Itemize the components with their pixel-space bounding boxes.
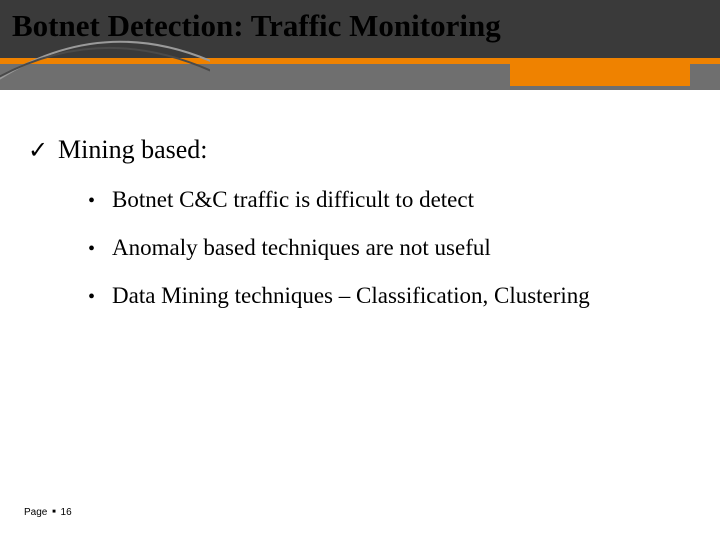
bullet-icon: •: [88, 239, 112, 259]
page-footer: Page ■ 16: [24, 507, 72, 518]
bullet-icon: •: [88, 287, 112, 307]
footer-separator-icon: ■: [52, 509, 56, 515]
footer-page-label: Page: [24, 507, 47, 518]
bullet-item: • Data Mining techniques – Classificatio…: [88, 283, 700, 309]
bullet-item: • Botnet C&C traffic is difficult to det…: [88, 187, 700, 213]
bullet-text: Botnet C&C traffic is difficult to detec…: [112, 187, 474, 213]
header-band: Botnet Detection: Traffic Monitoring: [0, 0, 720, 85]
check-list-item: ✓ Mining based:: [28, 135, 700, 165]
slide: Botnet Detection: Traffic Monitoring ✓ M…: [0, 0, 720, 540]
orange-tab: [510, 64, 690, 86]
bullet-item: • Anomaly based techniques are not usefu…: [88, 235, 700, 261]
sub-bullet-list: • Botnet C&C traffic is difficult to det…: [88, 187, 700, 309]
content-area: ✓ Mining based: • Botnet C&C traffic is …: [28, 135, 700, 309]
slide-title: Botnet Detection: Traffic Monitoring: [12, 8, 501, 44]
footer-page-number: 16: [61, 507, 72, 518]
bullet-text: Anomaly based techniques are not useful: [112, 235, 491, 261]
bullet-text: Data Mining techniques – Classification,…: [112, 283, 590, 309]
check-label: Mining based:: [58, 135, 208, 165]
checkmark-icon: ✓: [28, 139, 58, 163]
bullet-icon: •: [88, 191, 112, 211]
